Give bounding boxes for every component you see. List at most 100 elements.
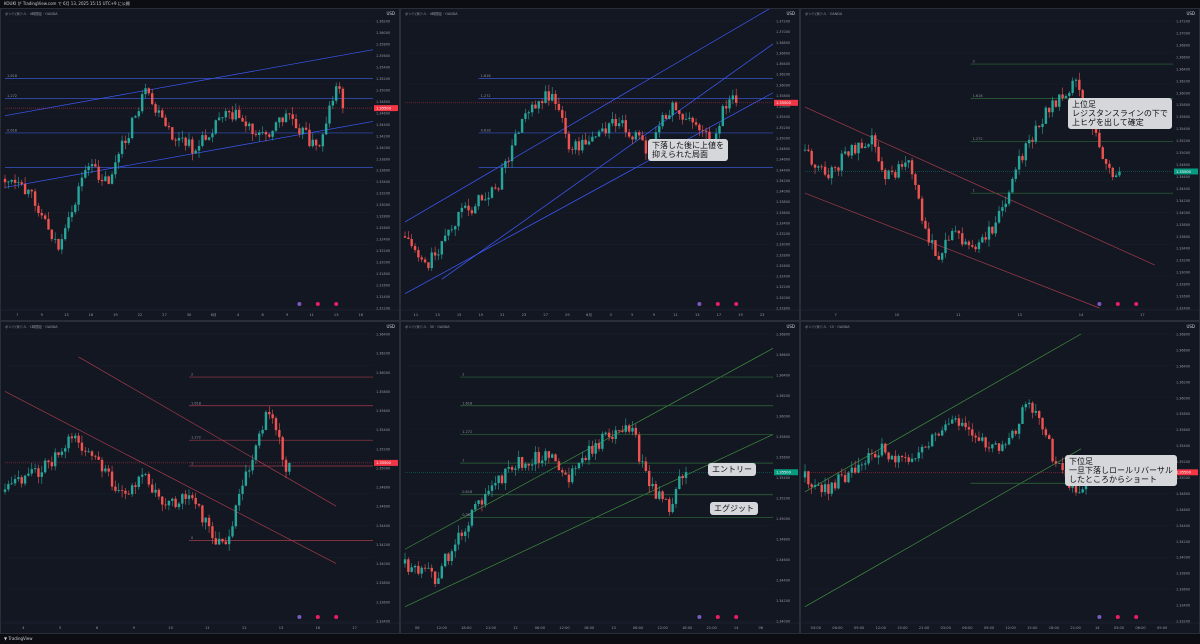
candle-body [251,123,254,135]
price-tag-label: 1.35500 [1176,170,1192,174]
candle-body [294,118,298,129]
candle-body [611,118,614,124]
chart-panel-4h-b[interactable]: ポンド/米ドル · 4時間足 · OANDA USD 1.618 1.272 0.6… [400,8,800,321]
trend-line [4,49,374,117]
candle-body [830,167,833,179]
time-axis-label: 5 [631,313,633,317]
candle-body [840,153,843,171]
candle-body [288,113,291,115]
price-axis-label: 1.31800 [376,272,390,276]
candle-body [934,240,937,257]
candle-body [433,571,437,584]
candle-body [1068,92,1071,96]
fib-level-label: 1.618 [481,74,491,78]
candle-body [74,204,77,213]
candle-body [527,112,530,114]
candle-body [231,526,234,537]
price-tag [1174,469,1198,476]
candle-body [870,135,874,145]
candle-body [20,182,23,184]
price-axis-label: 1.33400 [1176,604,1190,608]
price-axis-label: 1.36800 [1176,333,1190,337]
candle-body [207,137,211,140]
trend-line [804,106,1155,266]
event-marker-icon [1115,302,1120,306]
candle-body [107,176,110,184]
candle-body [514,133,517,146]
candle-body [654,132,658,142]
candle-body [920,198,924,221]
chart-panel-30m[interactable]: ポンド/米ドル · 30 · OANDA USD 2 1.618 1.272 1 0.6… [400,321,800,634]
candle-body [254,134,258,136]
candle-body [894,455,897,463]
candle-body [77,435,80,443]
candle-body [944,239,947,254]
price-axis-label: 1.35800 [1176,412,1190,416]
price-axis-label: 1.36200 [776,394,790,398]
event-marker-icon [715,302,720,306]
candle-body [554,454,557,462]
candle-body [581,139,584,151]
candle-body [30,189,33,192]
candle-body [231,112,234,120]
event-marker-icon [334,302,339,306]
time-axis-label: 9 [653,313,656,317]
candle-body [271,130,274,137]
candle-body [464,531,467,536]
price-axis-label: 1.32600 [1176,295,1190,299]
candle-body [627,132,631,137]
candle-body [1118,171,1121,176]
candle-body [1024,404,1027,408]
candle-body [637,434,641,462]
candle-body [80,442,84,451]
event-marker-icon [1097,302,1102,306]
price-axis-label: 1.35800 [776,94,790,98]
price-axis-label: 1.34000 [376,562,390,566]
candle-body [674,102,678,111]
chart-panel-1h[interactable]: ポンド/米ドル · 1時間足 · OANDA USD 2 1.618 1.272 1 0… [0,321,400,634]
candle-body [117,490,120,491]
time-axis-label: 17 [1140,313,1145,317]
candle-body [668,499,671,513]
time-axis-label: 12 [242,626,247,630]
candle-body [951,230,954,241]
candle-body [571,149,574,151]
candle-body [70,436,74,439]
candle-body [137,111,141,117]
candle-body [494,483,497,486]
price-axis-label: 1.34200 [376,543,390,547]
candle-body [427,262,430,269]
candle-body [338,86,341,89]
candle-body [658,491,661,499]
price-chart-svg: 21.6181.272101.364001.362001.360001.3580… [1,333,399,630]
candle-body [1021,407,1024,424]
price-axis-label: 1.33000 [776,243,790,247]
candle-body [500,167,504,190]
price-axis-label: 1.37200 [776,20,790,24]
candle-body [284,113,288,123]
candle-body [857,464,860,473]
candle-body [537,451,541,464]
event-marker-icon [315,615,320,619]
candle-body [971,245,974,247]
candle-body [897,455,900,463]
price-axis-label: 1.35600 [776,456,790,460]
chart-panel-daily[interactable]: ポンド/米ドル · OANDA USD 2 1.618 1.272 1 1.37200 1… [800,8,1200,321]
candle-body [843,475,847,483]
candle-body [678,476,681,490]
candle-body [487,490,490,495]
time-axis-label: 9 [41,313,44,317]
candle-body [704,130,708,132]
candle-body [658,126,661,133]
candle-body [443,235,447,242]
annotation-callout-exit: エグジット [710,502,758,515]
chart-panel-4h-a[interactable]: ポンド/米ドル · 4時間足 · OANDA USD 1.618 1.272 0.6… [0,8,400,321]
candle-body [258,433,261,446]
price-axis-label: 1.35200 [376,77,390,81]
candle-body [67,217,70,229]
candle-body [1004,444,1007,446]
time-axis-label: 6 [96,626,99,630]
time-axis-label: 16 [89,313,94,317]
candle-body [1064,95,1068,99]
price-axis-label: 1.32000 [776,296,790,300]
